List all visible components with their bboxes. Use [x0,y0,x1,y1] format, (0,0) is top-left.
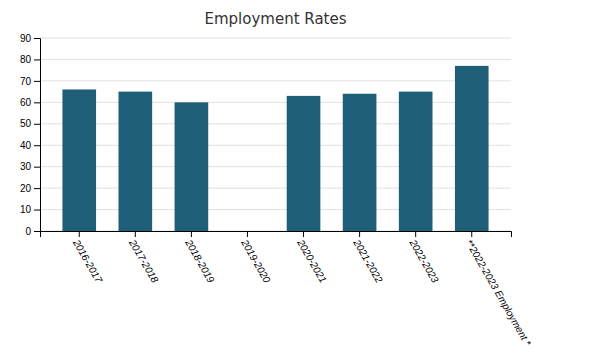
x-tick-label: 2016-2017 [71,237,105,285]
title: Employment Rates [204,10,346,28]
bar [175,102,209,231]
x-axis: 2016-2017 2017-2018 2018-2019 2019-2020 2020… [41,231,534,349]
grid-line [40,102,511,103]
y-tick-mark [34,167,40,168]
grid-line [40,123,511,124]
y-tick-label: 20 [20,183,32,194]
y-tick-label: 40 [20,140,32,151]
y-tick: 70 [20,76,40,87]
x-tick-mark [471,231,472,237]
grid-line [40,209,511,210]
y-axis: 0 10 20 30 40 50 60 70 80 90 [20,33,41,237]
y-tick: 30 [20,161,40,172]
y-tick-mark [34,59,40,60]
y-tick: 60 [20,97,40,108]
bar [119,92,153,231]
y-tick-mark [34,124,40,125]
bar [62,89,96,231]
y-tick-mark [34,102,40,103]
x-tick-label: 2018-2019 [183,237,217,285]
y-tick-mark [34,210,40,211]
x-tick-mark [135,231,136,237]
grid-line [40,38,511,39]
bar [455,66,489,231]
x-tick-label: 2022-2023 [407,237,441,285]
x-tick-label: 2020-2021 [295,237,329,285]
x-tick-label: 2019-2020 [239,237,273,285]
plot: 01020304050607080902016-20172017-2018201… [20,33,534,349]
x-tick-label: **2022-2023 Employment * [464,238,534,349]
x-axis-line [41,232,512,238]
x-tick-mark [415,231,416,237]
x-tick-mark [191,231,192,237]
x-tick-mark [359,231,360,237]
x-tick-mark [79,231,80,237]
y-tick: 80 [20,54,40,65]
y-tick-mark [34,145,40,146]
grid-line [40,166,511,167]
y-tick-mark [34,188,40,189]
y-tick-label: 30 [20,161,32,172]
bar [343,94,377,231]
bars [62,66,488,231]
y-tick: 10 [20,204,40,215]
x-tick: 2022-2023 [407,231,441,285]
y-tick-mark [34,81,40,82]
y-tick: 90 [20,33,40,44]
bar [399,92,433,231]
x-tick-mark [247,231,248,237]
x-tick: 2016-2017 [71,231,105,285]
y-tick: 50 [20,118,40,129]
y-tick-label: 90 [20,33,32,44]
x-tick: 2017-2018 [127,231,161,285]
y-tick-label: 60 [20,97,32,108]
chart: 01020304050607080902016-20172017-2018201… [0,0,591,353]
grid-line [40,59,511,60]
y-tick: 20 [20,183,40,194]
grid-line [40,80,511,81]
x-tick-label: 2021-2022 [351,237,385,285]
y-tick-label: 10 [20,204,32,215]
y-tick-label: 70 [20,76,32,87]
x-tick: 2019-2020 [239,231,273,285]
x-tick: **2022-2023 Employment * [464,231,534,349]
x-tick-label: 2017-2018 [127,237,161,285]
y-tick-mark [34,38,40,39]
grid-line [40,145,511,146]
x-tick: 2021-2022 [351,231,385,285]
y-axis-line [34,39,41,232]
y-tick-label: 50 [20,118,32,129]
y-tick-label: 0 [25,226,31,237]
y-tick: 0 [25,226,40,237]
y-tick-label: 80 [20,54,32,65]
x-tick-mark [303,231,304,237]
y-tick-mark [34,231,40,232]
x-tick: 2020-2021 [295,231,329,285]
grid-line [40,188,511,189]
y-tick: 40 [20,140,40,151]
bar [231,231,265,232]
bar [287,96,321,231]
grid [40,38,511,231]
x-tick: 2018-2019 [183,231,217,285]
